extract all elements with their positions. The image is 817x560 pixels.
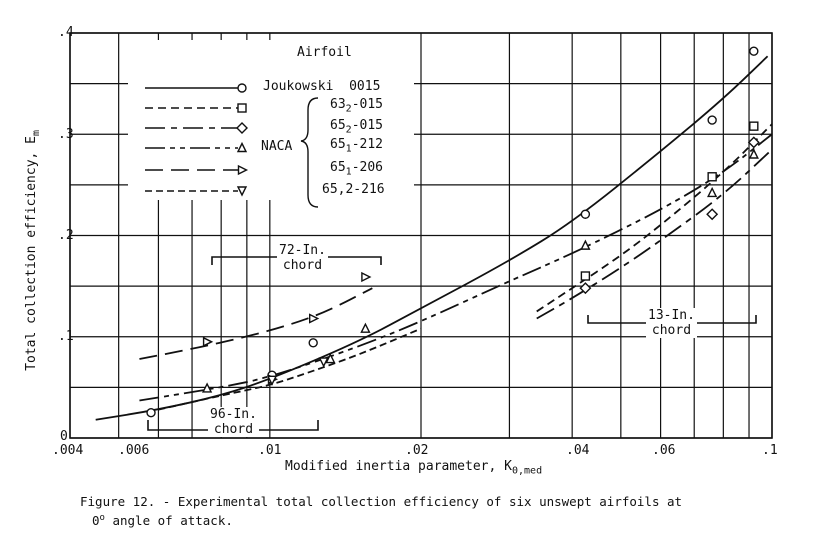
triangle-up-marker-icon <box>325 352 336 364</box>
y-tick-label: .1 <box>58 329 74 344</box>
x-tick-label: .02 <box>405 443 429 458</box>
legend-item-subscript: 2 <box>345 103 352 115</box>
triangle-up-marker-icon <box>580 239 591 250</box>
series-curve <box>536 148 773 320</box>
triangle-right-marker-icon <box>237 164 249 176</box>
annotation-line: 96-In. <box>210 407 257 422</box>
x-tick-label: .1 <box>762 443 778 458</box>
diamond-marker-icon <box>747 136 760 149</box>
legend-item-label: 65 <box>330 160 346 175</box>
annotation-72in-chord: 72-In. chord <box>277 243 328 273</box>
x-tick-label: .06 <box>652 443 676 458</box>
series-curve <box>536 123 773 313</box>
plot-border <box>69 32 773 439</box>
circle-marker-icon <box>580 209 591 219</box>
triangle-down-marker-icon <box>236 186 248 197</box>
triangle-up-marker-icon <box>201 382 213 393</box>
circle-marker-icon <box>308 338 318 348</box>
x-tick-label: .006 <box>118 443 150 458</box>
legend-item-label: 63 <box>330 97 346 112</box>
x-tick-label: .04 <box>566 443 590 458</box>
square-marker-icon <box>707 172 717 182</box>
legend-line-samples <box>145 87 238 192</box>
triangle-right-marker-icon <box>308 313 320 324</box>
annotation-line: 13-In. <box>648 308 695 323</box>
triangle-up-marker-icon <box>707 186 718 198</box>
y-tick-label: 0 <box>60 429 68 444</box>
circle-marker-icon <box>749 46 759 56</box>
diamond-marker-icon <box>706 208 719 221</box>
legend-naca-group-label: NACA <box>261 139 293 154</box>
y-axis-label-subscript: m <box>30 129 42 136</box>
annotation-line: chord <box>213 422 254 437</box>
annotation-line: 72-In. <box>279 243 326 258</box>
chord-brackets <box>147 256 757 431</box>
annotation-line: chord <box>651 323 692 338</box>
legend-item-suffix: -212 <box>351 137 383 152</box>
legend-item-652-015: 652-015 <box>330 118 383 136</box>
circle-marker-icon <box>707 115 717 125</box>
legend-item-suffix: -015 <box>351 118 383 133</box>
y-tick-label: .3 <box>58 127 74 142</box>
series-curves <box>95 55 773 421</box>
square-marker-icon <box>749 121 759 131</box>
legend-item-651-212: 651-212 <box>330 137 383 155</box>
legend-item-label: Joukowski 0015 <box>263 79 381 94</box>
circle-marker-icon <box>237 83 247 93</box>
caption-degree-sup: o <box>99 513 105 523</box>
annotation-13in-chord: 13-In. chord <box>646 308 697 338</box>
caption-line-2: 0o angle of attack. <box>80 510 682 529</box>
series-curve <box>95 55 769 421</box>
series-curve <box>139 287 373 360</box>
legend-item-label: 65 <box>330 118 346 133</box>
legend-item-652-216: 65,2-216 <box>322 182 385 197</box>
y-tick-label: .2 <box>58 228 74 243</box>
legend-item-subscript: 1 <box>345 143 352 155</box>
y-axis-label: Total collection efficiency, Em <box>24 129 42 371</box>
square-marker-icon <box>580 271 591 281</box>
legend-item-suffix: -206 <box>351 160 383 175</box>
triangle-up-marker-icon <box>748 148 759 159</box>
caption-angle: 0 <box>92 513 100 529</box>
legend-background <box>128 40 304 200</box>
triangle-right-marker-icon <box>361 271 372 283</box>
diamond-marker-icon <box>236 122 248 134</box>
legend-item-651-206: 651-206 <box>330 160 383 178</box>
x-tick-label: .01 <box>258 443 282 458</box>
annotation-96in-chord: 96-In. chord <box>208 407 259 437</box>
x-axis-label: Modified inertia parameter, K0,med <box>285 459 542 477</box>
legend-item-joukowski: Joukowski 0015 <box>263 79 380 94</box>
triangle-down-marker-icon <box>318 357 329 368</box>
square-marker-icon <box>237 103 247 113</box>
triangle-up-marker-icon <box>236 141 248 153</box>
legend-item-suffix: -015 <box>351 97 383 112</box>
series-curve <box>139 133 773 402</box>
naca-brace-icon <box>300 97 319 208</box>
plot-frame <box>69 32 773 439</box>
x-axis-label-subscript: 0,med <box>511 465 543 477</box>
triangle-up-marker-icon <box>360 322 371 333</box>
x-tick-label: .004 <box>52 443 84 458</box>
caption-line-1: Figure 12. - Experimental total collecti… <box>80 494 683 509</box>
y-tick-label: .4 <box>58 25 74 40</box>
circle-marker-icon <box>146 407 156 418</box>
diamond-marker-icon <box>579 282 592 295</box>
legend-item-subscript: 2 <box>345 124 352 136</box>
x-axis-label-text: Modified inertia parameter, K <box>285 459 512 474</box>
legend-item-label: 65 <box>330 137 346 152</box>
legend-title: Airfoil <box>297 45 352 60</box>
triangle-down-marker-icon <box>266 375 278 386</box>
series-curve <box>158 327 422 411</box>
figure-caption: Figure 12. - Experimental total collecti… <box>80 493 682 529</box>
triangle-right-marker-icon <box>202 336 214 347</box>
legend-background <box>304 40 414 210</box>
legend-item-subscript: 1 <box>345 166 352 178</box>
legend-item-label: 65,2-216 <box>322 182 385 197</box>
annotation-line: chord <box>282 258 323 273</box>
caption-line-2-text: angle of attack. <box>104 513 233 529</box>
legend-item-632-015: 632-015 <box>330 97 383 115</box>
y-axis-label-text: Total collection efficiency, E <box>24 135 40 371</box>
data-markers <box>146 46 760 418</box>
